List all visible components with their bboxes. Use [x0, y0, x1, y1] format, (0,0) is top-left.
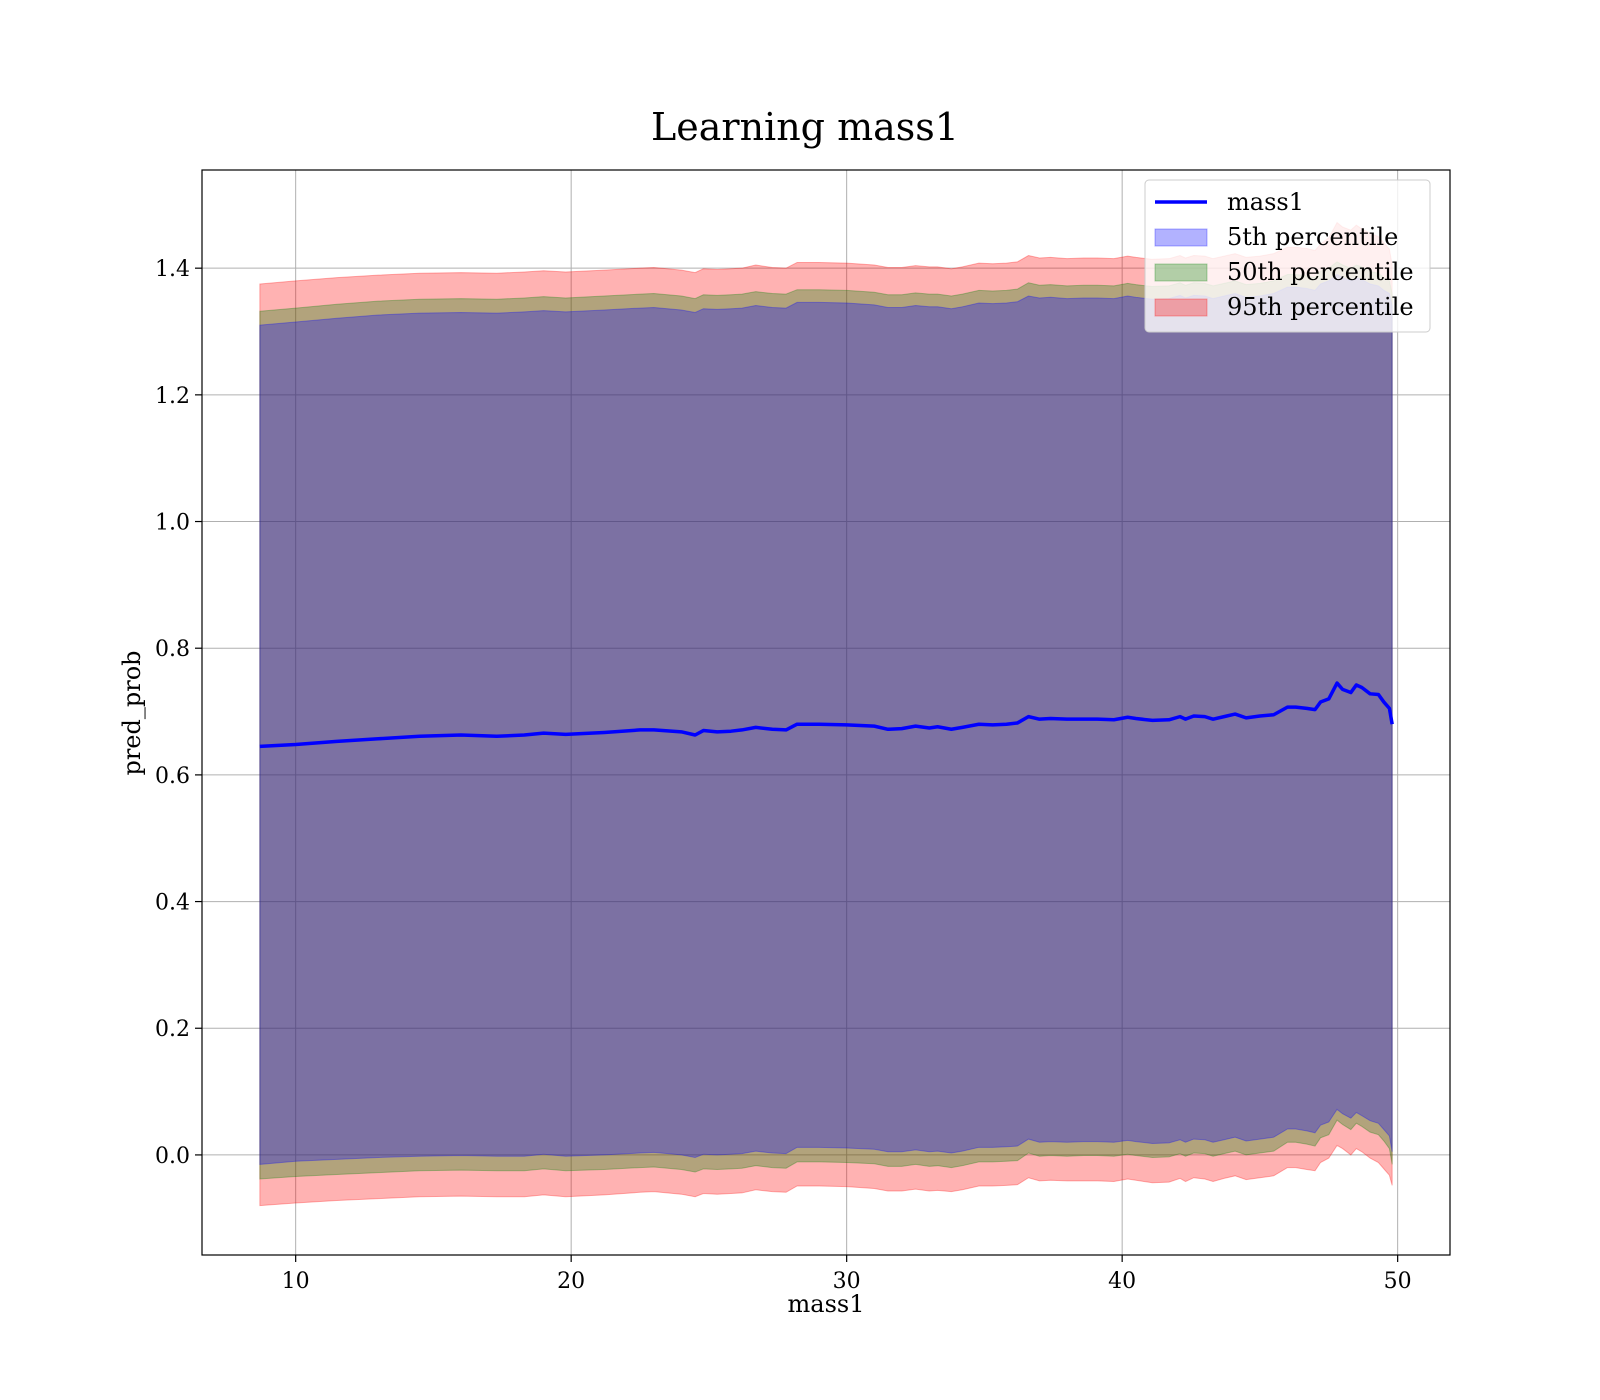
legend-swatch-95th-percentile — [1154, 298, 1208, 317]
series-lines — [259, 681, 1394, 749]
legend-label-50th-percentile: 50th percentile — [1227, 258, 1414, 286]
legend: mass1 5th percentile 50th percentile 95th p… — [1144, 179, 1431, 333]
plot-frame — [201, 169, 1451, 1256]
percentile-bands — [259, 221, 1393, 1207]
y-axis-label: pred_prob — [118, 650, 146, 775]
y-tick-label: 0.8 — [155, 637, 190, 662]
band-5th-percentile — [259, 273, 1393, 1165]
legend-label-5th-percentile: 5th percentile — [1227, 223, 1398, 251]
x-tick-label: 30 — [833, 1269, 861, 1294]
legend-label-95th-percentile: 95th percentile — [1227, 293, 1414, 321]
y-axis-ticks: 0.0 0.2 0.4 0.6 0.8 1.0 1.2 1.4 — [155, 257, 202, 1169]
y-tick-label: 0.2 — [155, 1017, 190, 1042]
y-tick-label: 0.0 — [155, 1144, 190, 1169]
band-50th-percentile — [259, 261, 1393, 1180]
x-axis-ticks: 10 20 30 40 50 — [282, 1255, 1412, 1294]
legend-swatch-50th-percentile — [1154, 263, 1208, 282]
legend-swatch-5th-percentile — [1154, 228, 1208, 247]
y-tick-label: 1.4 — [155, 257, 190, 282]
legend-box — [1144, 179, 1431, 333]
x-tick-label: 20 — [557, 1269, 585, 1294]
x-tick-label: 10 — [282, 1269, 310, 1294]
y-tick-label: 1.2 — [155, 384, 190, 409]
band-95th-percentile — [259, 221, 1393, 1207]
y-tick-label: 0.6 — [155, 764, 190, 789]
series-line-mass1 — [259, 681, 1394, 749]
x-axis-label: mass1 — [788, 1290, 865, 1318]
legend-label-mass1: mass1 — [1227, 188, 1304, 216]
x-tick-label: 50 — [1384, 1269, 1412, 1294]
y-tick-label: 0.4 — [155, 891, 190, 916]
y-tick-label: 1.0 — [155, 511, 190, 536]
chart-title: Learning mass1 — [651, 105, 959, 149]
x-tick-label: 40 — [1108, 1269, 1136, 1294]
